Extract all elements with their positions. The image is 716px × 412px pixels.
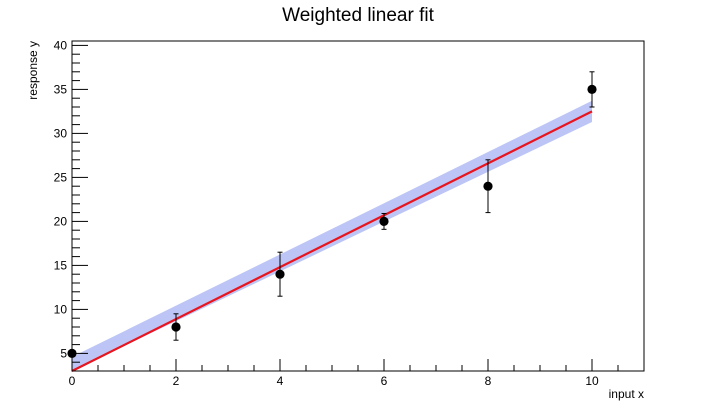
y-tick-label: 10	[54, 302, 68, 316]
x-tick-label: 6	[381, 374, 388, 388]
y-tick-label: 5	[60, 346, 67, 360]
chart-title: Weighted linear fit	[282, 5, 434, 26]
x-tick-label: 4	[277, 374, 284, 388]
x-tick-label: 10	[585, 374, 599, 388]
y-tick-label: 20	[54, 214, 68, 228]
data-points-layer	[67, 71, 597, 358]
x-tick-label: 2	[173, 374, 180, 388]
y-axis: 5 10 15 20 25 30 35 40	[54, 38, 88, 372]
y-tick-label: 40	[54, 38, 68, 52]
confidence-band-layer	[72, 100, 592, 372]
y-axis-title: response y	[26, 41, 40, 100]
data-point	[379, 216, 389, 226]
fit-line	[71, 110, 593, 372]
data-point	[171, 322, 181, 332]
y-tick-label: 30	[54, 126, 68, 140]
y-tick-label: 25	[54, 170, 68, 184]
data-point	[275, 269, 285, 279]
x-tick-label: 0	[69, 374, 76, 388]
confidence-band	[72, 100, 592, 372]
data-point	[483, 181, 493, 191]
x-axis-title: input x	[609, 387, 644, 401]
y-tick-label: 35	[54, 82, 68, 96]
x-tick-label: 8	[485, 374, 492, 388]
x-axis: 0 2 4 6 8 10	[69, 359, 645, 388]
y-tick-label: 15	[54, 258, 68, 272]
fit-line-layer	[71, 110, 593, 372]
data-point	[587, 84, 597, 94]
